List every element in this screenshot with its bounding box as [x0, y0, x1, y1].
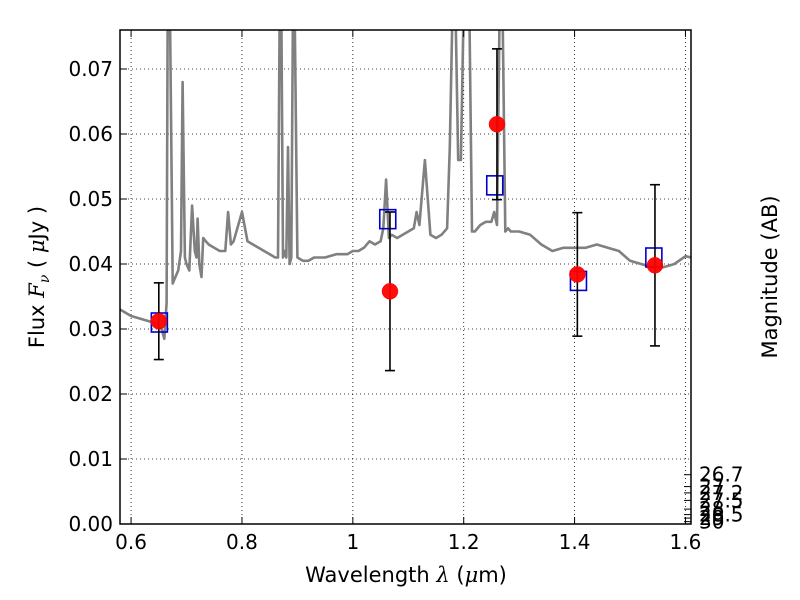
y-tick-label: 0.00	[68, 512, 113, 536]
y-tick-label: 0.07	[68, 57, 113, 81]
y2-tick-label: 29	[699, 506, 724, 530]
y-tick-label: 0.06	[68, 122, 113, 146]
grid-lines	[120, 30, 691, 525]
y2-tick-label: 28	[699, 497, 724, 521]
y2-tick-label: 27.2	[699, 481, 744, 505]
y2-axis-label: Magnitude (AB)	[758, 195, 782, 358]
observed-point	[488, 116, 506, 133]
x-tick-label: 0.8	[226, 530, 258, 554]
y-tick-label: 0.05	[68, 187, 113, 211]
x-tick-label: 1.2	[448, 530, 480, 554]
observed-point	[150, 312, 168, 330]
y-tick-label: 0.04	[68, 252, 113, 276]
model-spectrum-line	[120, 30, 691, 341]
y-axis-label: Flux Fν ( μJy )	[25, 206, 53, 348]
y-tick-label: 0.03	[68, 317, 113, 341]
x-tick-label: 1.6	[670, 530, 702, 554]
x-tick-label: 1	[346, 530, 359, 554]
observed-point	[381, 283, 399, 300]
axis-ticks: 0.6 0.8 1 1.2 1.4 1.6 0.00 0.01 0.02 0.03 0.04 0.05…	[68, 30, 744, 554]
y2-tick-label: 27	[699, 475, 724, 499]
y2-tick-label: 28.5	[699, 503, 744, 527]
observed-point	[569, 266, 586, 283]
plot-frame	[119, 29, 692, 525]
model-photometry-square	[485, 175, 504, 196]
y2-tick-label: 27.5	[699, 488, 744, 512]
plot-data	[120, 30, 691, 372]
model-photometry-square	[378, 208, 397, 230]
x-tick-label: 1.4	[559, 530, 591, 554]
x-axis-label: Wavelength λ (μm)	[305, 563, 507, 587]
y2-tick-label: 30	[699, 510, 724, 534]
x-tick-label: 0.6	[115, 530, 147, 554]
y2-tick-label: 26.7	[699, 463, 744, 487]
y-tick-label: 0.01	[68, 447, 113, 471]
observed-point	[646, 257, 664, 274]
y-tick-label: 0.02	[68, 382, 113, 406]
